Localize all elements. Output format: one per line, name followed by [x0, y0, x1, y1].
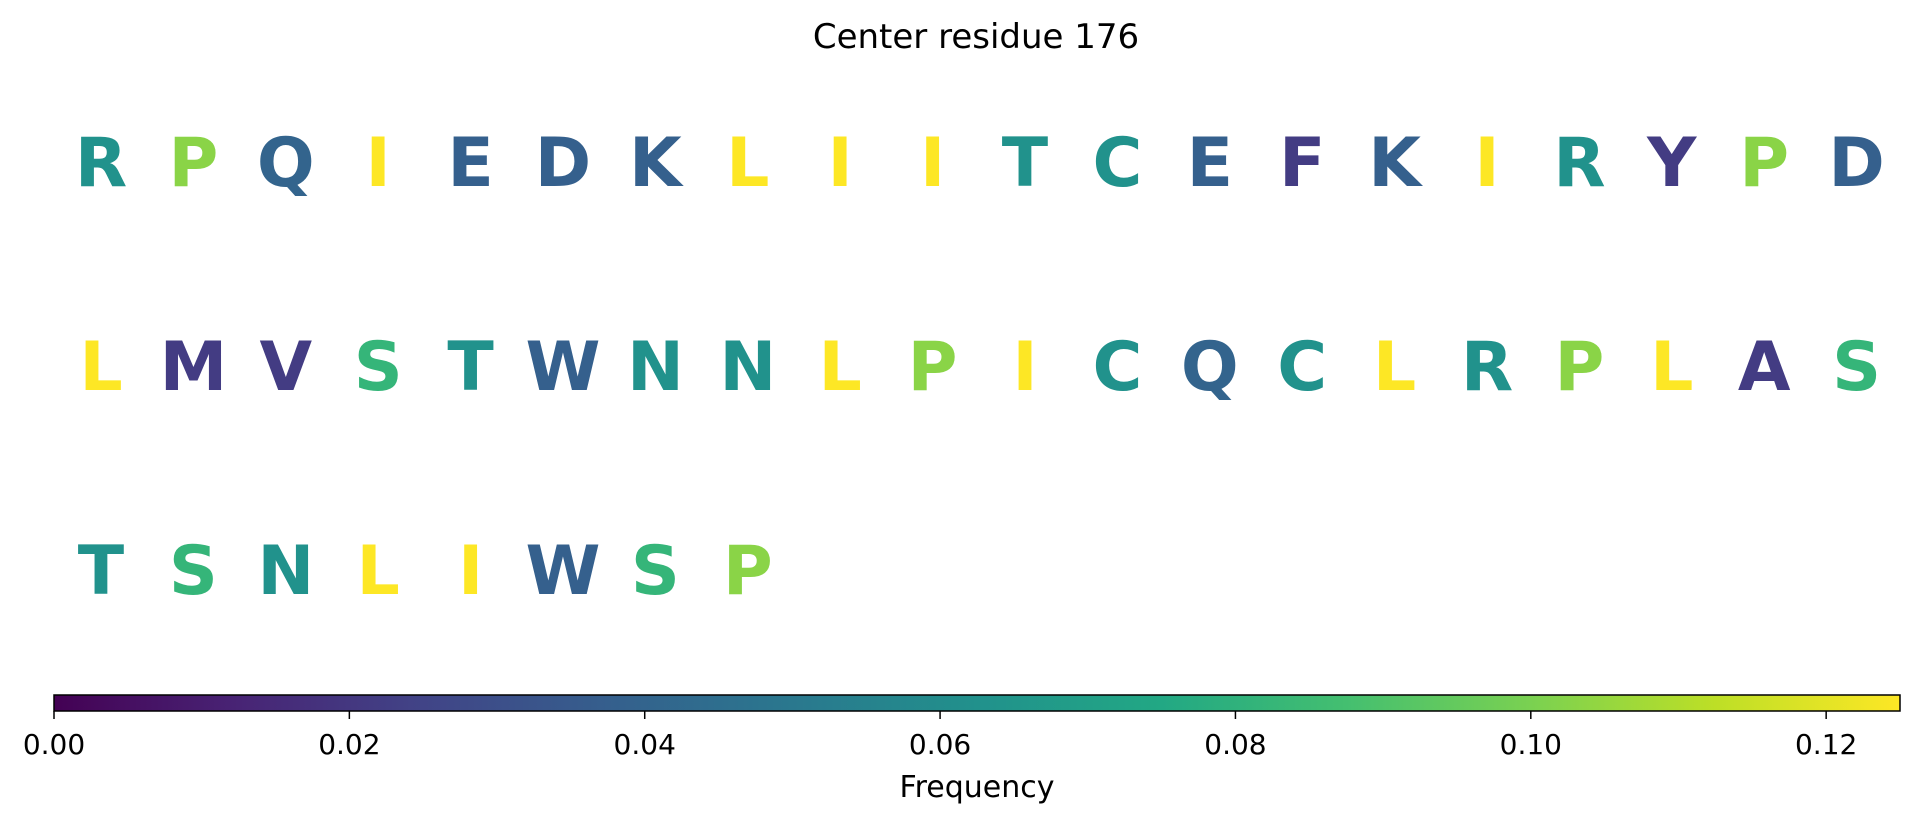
residue-letter: E — [447, 124, 493, 203]
residue-letter: S — [169, 532, 218, 611]
residue-letter: I — [920, 124, 945, 203]
residue-letter: I — [366, 124, 391, 203]
residue-letter: L — [819, 328, 862, 407]
residue-letter: N — [627, 328, 684, 407]
residue-letters: R P Q I E D K L I I T C E F K I R Y P DL M V S T W N N L P I C Q C L R P L A S… — [75, 124, 1885, 611]
residue-letter: Y — [1646, 124, 1697, 203]
residue-letter: S — [354, 328, 403, 407]
colorbar-tick-label: 0.10 — [1500, 728, 1562, 761]
colorbar-tick-label: 0.12 — [1795, 728, 1857, 761]
chart-title: Center residue 176 — [813, 17, 1139, 57]
residue-letter: I — [828, 124, 853, 203]
colorbar: 0.00 0.02 0.04 0.06 0.08 0.10 0.12 Frequency — [23, 694, 1901, 805]
residue-letter: L — [1373, 328, 1416, 407]
residue-letter: S — [631, 532, 680, 611]
residue-letter: P — [168, 124, 218, 203]
residue-letter: T — [447, 328, 494, 407]
residue-letter: L — [357, 532, 400, 611]
colorbar-ticks: 0.00 0.02 0.04 0.06 0.08 0.10 0.12 — [23, 711, 1857, 761]
residue-letter: R — [1553, 124, 1605, 203]
residue-letter: I — [1012, 328, 1037, 407]
residue-letter: W — [525, 328, 600, 407]
residue-letter: R — [1461, 328, 1513, 407]
residue-letter: N — [257, 532, 314, 611]
colorbar-tick-label: 0.08 — [1204, 728, 1266, 761]
residue-letter: N — [719, 328, 776, 407]
residue-letter: T — [1002, 124, 1049, 203]
residue-letter: L — [79, 328, 122, 407]
residue-letter: C — [1277, 328, 1327, 407]
residue-letter: A — [1738, 328, 1791, 407]
colorbar-gradient — [53, 694, 1901, 712]
residue-letter: L — [726, 124, 769, 203]
residue-letter: T — [78, 532, 125, 611]
residue-letter: P — [908, 328, 958, 407]
residue-letter: M — [160, 328, 228, 407]
residue-letter: P — [723, 532, 773, 611]
residue-letter: P — [1739, 124, 1789, 203]
residue-letter: D — [1828, 124, 1884, 203]
residue-letter: I — [458, 532, 483, 611]
residue-letter: V — [259, 328, 312, 407]
residue-letter: E — [1187, 124, 1233, 203]
colorbar-tick-label: 0.00 — [23, 728, 85, 761]
residue-letter: F — [1279, 124, 1325, 203]
residue-letter: D — [535, 124, 591, 203]
colorbar-tick-label: 0.04 — [614, 728, 676, 761]
residue-letter: P — [1554, 328, 1604, 407]
residue-letter: C — [1092, 124, 1142, 203]
colorbar-tick-label: 0.02 — [318, 728, 380, 761]
residue-letter: R — [75, 124, 127, 203]
residue-letter: W — [525, 532, 600, 611]
colorbar-label: Frequency — [900, 770, 1055, 805]
residue-letter: K — [629, 124, 684, 203]
colorbar-tick-label: 0.06 — [909, 728, 971, 761]
residue-letter: I — [1474, 124, 1499, 203]
residue-letter: Q — [257, 124, 315, 203]
residue-letter: K — [1368, 124, 1423, 203]
residue-letter: Q — [1181, 328, 1239, 407]
residue-letter: L — [1650, 328, 1693, 407]
residue-letter: C — [1092, 328, 1142, 407]
residue-letter: S — [1832, 328, 1881, 407]
